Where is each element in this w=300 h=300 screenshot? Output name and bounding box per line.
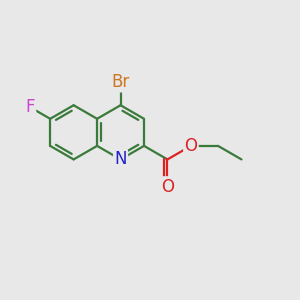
Text: F: F [26,98,35,116]
Text: O: O [161,178,174,196]
Text: N: N [114,150,127,168]
Text: O: O [184,137,197,155]
Text: Br: Br [111,73,130,91]
